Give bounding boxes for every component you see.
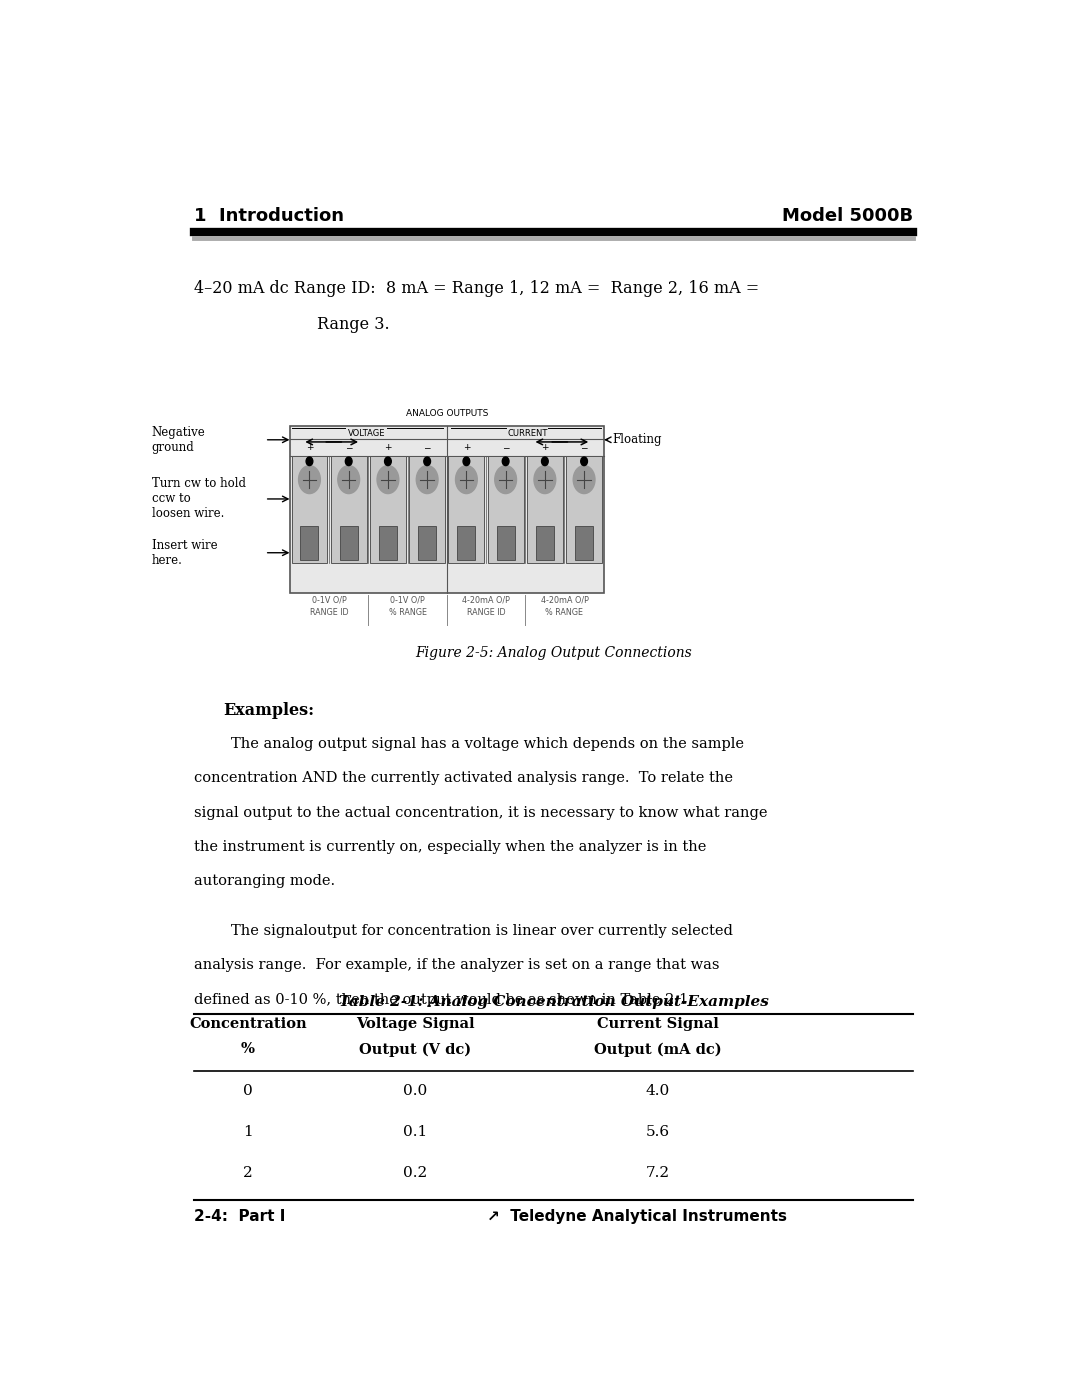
Text: autoranging mode.: autoranging mode.	[193, 875, 335, 888]
Text: Output (V dc): Output (V dc)	[360, 1042, 472, 1056]
Text: −: −	[345, 443, 352, 451]
Text: 2-4:  Part I: 2-4: Part I	[193, 1208, 285, 1224]
Bar	[497, 525, 514, 560]
Text: 0.0: 0.0	[403, 1084, 428, 1098]
Circle shape	[573, 465, 595, 493]
Text: the instrument is currently on, especially when the analyzer is in the: the instrument is currently on, especial…	[193, 840, 706, 854]
Text: Turn cw to hold
ccw to
loosen wire.: Turn cw to hold ccw to loosen wire.	[151, 478, 246, 521]
Text: Output (mA dc): Output (mA dc)	[594, 1042, 721, 1056]
Text: 0.1: 0.1	[403, 1125, 428, 1139]
Bar	[330, 455, 366, 563]
Text: +: +	[306, 443, 313, 451]
Text: Examples:: Examples:	[222, 703, 314, 719]
Text: 4–20 mA dc Range ID:  8 mA = Range 1, 12 mA =  Range 2, 16 mA =: 4–20 mA dc Range ID: 8 mA = Range 1, 12 …	[193, 279, 759, 296]
Text: 4-20mA O/P
RANGE ID: 4-20mA O/P RANGE ID	[462, 595, 510, 617]
Circle shape	[346, 457, 352, 465]
Circle shape	[377, 465, 399, 493]
Text: 4.0: 4.0	[646, 1084, 671, 1098]
Bar	[292, 455, 327, 563]
Text: Voltage Signal: Voltage Signal	[356, 1017, 475, 1031]
Text: Current Signal: Current Signal	[597, 1017, 719, 1031]
Text: Model 5000B: Model 5000B	[782, 207, 914, 225]
Bar	[566, 455, 602, 563]
Text: 5.6: 5.6	[646, 1125, 671, 1139]
Text: 0: 0	[243, 1084, 253, 1098]
Circle shape	[423, 457, 431, 465]
Bar	[418, 525, 436, 560]
Text: ↗  Teledyne Analytical Instruments: ↗ Teledyne Analytical Instruments	[486, 1208, 786, 1224]
Text: −: −	[502, 443, 510, 451]
Text: Table 2-1: Analog Concentration Output-Examples: Table 2-1: Analog Concentration Output-E…	[338, 995, 769, 1009]
Text: +: +	[384, 443, 392, 451]
Text: The analog output signal has a voltage which depends on the sample: The analog output signal has a voltage w…	[193, 736, 744, 750]
Text: 1  Introduction: 1 Introduction	[193, 207, 343, 225]
Bar	[370, 455, 406, 563]
Text: signal output to the actual concentration, it is necessary to know what range: signal output to the actual concentratio…	[193, 806, 767, 820]
Text: Figure 2-5: Analog Output Connections: Figure 2-5: Analog Output Connections	[415, 647, 692, 661]
Circle shape	[298, 465, 321, 493]
Text: Range 3.: Range 3.	[193, 316, 389, 332]
Text: 0.2: 0.2	[403, 1166, 428, 1180]
Bar	[379, 525, 397, 560]
Bar	[458, 525, 475, 560]
Bar	[536, 525, 554, 560]
Text: −: −	[423, 443, 431, 451]
Text: 0-1V O/P
% RANGE: 0-1V O/P % RANGE	[389, 595, 427, 617]
Text: CURRENT: CURRENT	[508, 429, 548, 439]
Text: VOLTAGE: VOLTAGE	[348, 429, 384, 439]
Text: 1: 1	[243, 1125, 253, 1139]
Text: −: −	[580, 443, 588, 451]
Bar	[289, 426, 604, 592]
Bar	[576, 525, 593, 560]
Bar	[340, 525, 357, 560]
Text: ANALOG OUTPUTS: ANALOG OUTPUTS	[406, 409, 488, 418]
Text: 0-1V O/P
RANGE ID: 0-1V O/P RANGE ID	[310, 595, 349, 617]
Bar	[488, 455, 524, 563]
Text: 2: 2	[243, 1166, 253, 1180]
Text: concentration AND the currently activated analysis range.  To relate the: concentration AND the currently activate…	[193, 771, 732, 785]
Text: +: +	[541, 443, 549, 451]
Circle shape	[581, 457, 588, 465]
Circle shape	[502, 457, 509, 465]
Text: Negative
ground: Negative ground	[151, 426, 205, 454]
Text: 7.2: 7.2	[646, 1166, 671, 1180]
Text: %: %	[241, 1042, 255, 1056]
Text: Floating: Floating	[612, 433, 662, 446]
Bar	[300, 525, 319, 560]
Bar	[527, 455, 563, 563]
Circle shape	[495, 465, 516, 493]
Text: The signaloutput for concentration is linear over currently selected: The signaloutput for concentration is li…	[193, 923, 732, 937]
Circle shape	[384, 457, 391, 465]
Circle shape	[541, 457, 549, 465]
Circle shape	[306, 457, 313, 465]
Bar	[448, 455, 484, 563]
Text: defined as 0-10 %, then the output would be as shown in Table 2-1.: defined as 0-10 %, then the output would…	[193, 993, 692, 1007]
Circle shape	[416, 465, 438, 493]
Circle shape	[456, 465, 477, 493]
Circle shape	[534, 465, 556, 493]
Bar	[409, 455, 445, 563]
Text: +: +	[462, 443, 470, 451]
Circle shape	[338, 465, 360, 493]
Text: analysis range.  For example, if the analyzer is set on a range that was: analysis range. For example, if the anal…	[193, 958, 719, 972]
Text: Concentration: Concentration	[189, 1017, 307, 1031]
Circle shape	[463, 457, 470, 465]
Text: Insert wire
here.: Insert wire here.	[151, 539, 217, 567]
Text: 4-20mA O/P
% RANGE: 4-20mA O/P % RANGE	[541, 595, 589, 617]
